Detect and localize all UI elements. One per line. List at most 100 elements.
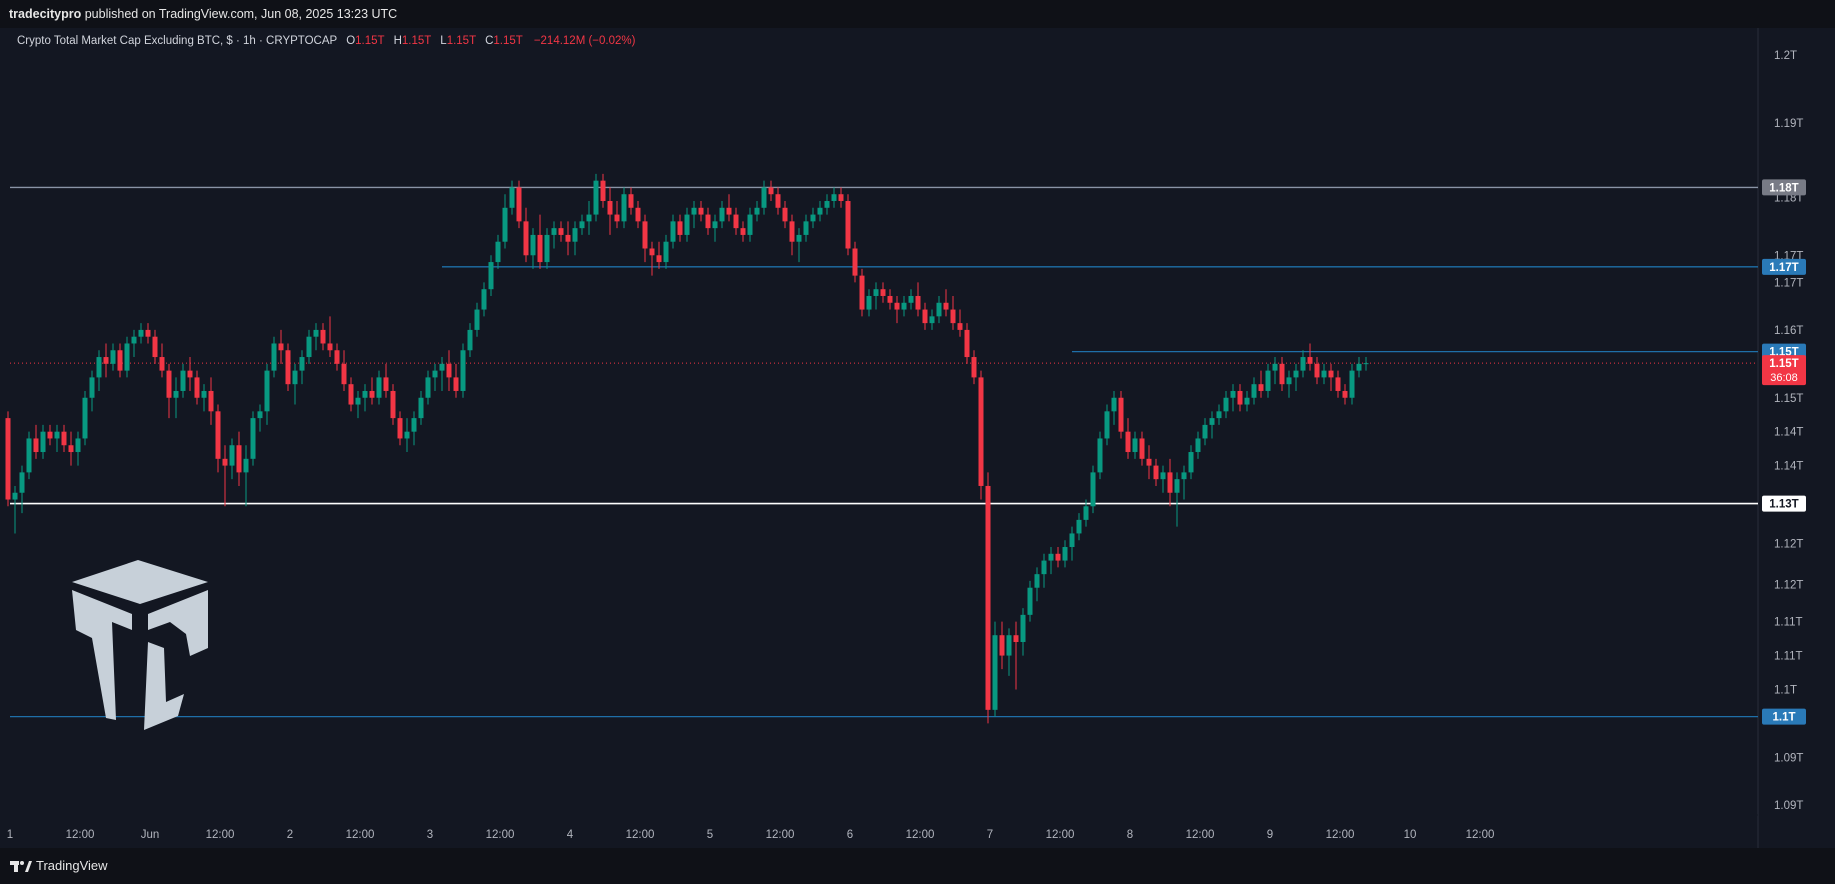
candle: [698, 201, 704, 222]
candle-body: [936, 302, 942, 317]
candle: [901, 295, 907, 317]
candle-body: [698, 207, 704, 215]
price-chart[interactable]: 1.2T1.19T1.18T1.17T1.17T1.16T1.15T1.14T1…: [0, 0, 1835, 848]
candle: [439, 357, 445, 391]
candle: [957, 309, 963, 337]
candle: [943, 289, 949, 317]
candle-body: [138, 329, 144, 337]
candle-body: [740, 228, 746, 235]
candle: [600, 173, 606, 208]
candle-body: [264, 370, 270, 412]
candle: [740, 221, 746, 242]
level-badge-label: 1.17T: [1769, 262, 1798, 274]
candle-body: [551, 228, 557, 235]
candle: [145, 323, 151, 344]
candle: [82, 390, 88, 446]
tradingview-brand[interactable]: TradingView: [10, 858, 108, 873]
candle-body: [432, 370, 438, 378]
time-tick-label: 7: [987, 829, 993, 841]
candle-body: [915, 295, 921, 310]
candle-body: [439, 363, 445, 371]
level-badge-label: 1.1T: [1772, 712, 1795, 724]
candle-body: [1139, 438, 1145, 459]
footer-bar: [0, 848, 1835, 884]
candle-body: [859, 275, 865, 310]
candle: [1279, 357, 1285, 391]
candle-body: [474, 309, 480, 330]
candle: [194, 370, 200, 405]
candle: [467, 323, 473, 358]
candle: [47, 424, 53, 446]
candle: [495, 234, 501, 269]
candle-body: [334, 350, 340, 364]
candle-body: [1202, 424, 1208, 439]
price-axis[interactable]: 1.2T1.19T1.18T1.17T1.17T1.16T1.15T1.14T1…: [1774, 50, 1803, 812]
candle: [1034, 567, 1040, 602]
candle: [1055, 547, 1061, 568]
candle: [1209, 411, 1215, 439]
candle-body: [54, 431, 60, 439]
candle-body: [488, 262, 494, 290]
candle-body: [1034, 574, 1040, 588]
candle-body: [880, 289, 886, 296]
candle-body: [607, 201, 613, 215]
candle: [243, 445, 249, 507]
candle-body: [726, 207, 732, 215]
candle-body: [992, 635, 998, 710]
candle: [1069, 526, 1075, 561]
candle: [838, 187, 844, 208]
candle-body: [61, 431, 67, 446]
candle-body: [579, 221, 585, 229]
candle-body: [481, 289, 487, 310]
candle-body: [110, 350, 116, 364]
tradingview-label: TradingView: [36, 858, 108, 873]
high-label: H: [393, 35, 402, 47]
candle-body: [887, 295, 893, 303]
candle: [180, 363, 186, 398]
candle: [908, 289, 914, 310]
candle-body: [908, 295, 914, 303]
candle-body: [236, 445, 242, 473]
candle-body: [362, 390, 368, 398]
publisher-name[interactable]: tradecitypro: [9, 7, 82, 21]
time-tick-label: Jun: [141, 829, 160, 841]
candle-body: [1132, 438, 1138, 453]
candle: [446, 350, 452, 391]
candle-body: [453, 377, 459, 391]
symbol-description[interactable]: Crypto Total Market Cap Excluding BTC, $…: [17, 35, 337, 47]
candle: [1328, 363, 1334, 391]
candle-body: [152, 336, 158, 358]
candle: [1195, 431, 1201, 459]
candle-body: [817, 207, 823, 215]
candle-body: [355, 397, 361, 405]
candle: [796, 228, 802, 263]
candle-body: [187, 370, 193, 378]
candle: [754, 201, 760, 222]
candle-body: [495, 241, 501, 263]
candle-body: [1076, 519, 1082, 534]
candle-body: [719, 207, 725, 222]
candle: [453, 363, 459, 398]
candle: [537, 214, 543, 269]
candle-body: [257, 411, 263, 419]
candle-body: [621, 194, 627, 222]
candle: [1076, 513, 1082, 541]
price-tick-label: 1.11T: [1774, 651, 1803, 663]
candle-body: [173, 390, 179, 398]
candle-body: [285, 350, 291, 385]
candle-body: [446, 363, 452, 378]
candle: [327, 316, 333, 358]
candle: [649, 241, 655, 276]
candle-body: [649, 248, 655, 256]
candle: [1153, 458, 1159, 486]
candle: [936, 295, 942, 324]
candle-body: [1300, 357, 1306, 371]
candle: [1104, 404, 1110, 446]
candle-body: [425, 377, 431, 398]
candle: [334, 343, 340, 371]
candle-body: [1251, 384, 1257, 398]
time-axis[interactable]: 1 12:00 Jun 12:00 2 12:00 3 12:00 4 12:00 5 12:00 6 1…: [7, 829, 1495, 841]
time-tick-label: 12:00: [1046, 829, 1075, 841]
candle: [1160, 465, 1166, 493]
candle: [894, 295, 900, 324]
